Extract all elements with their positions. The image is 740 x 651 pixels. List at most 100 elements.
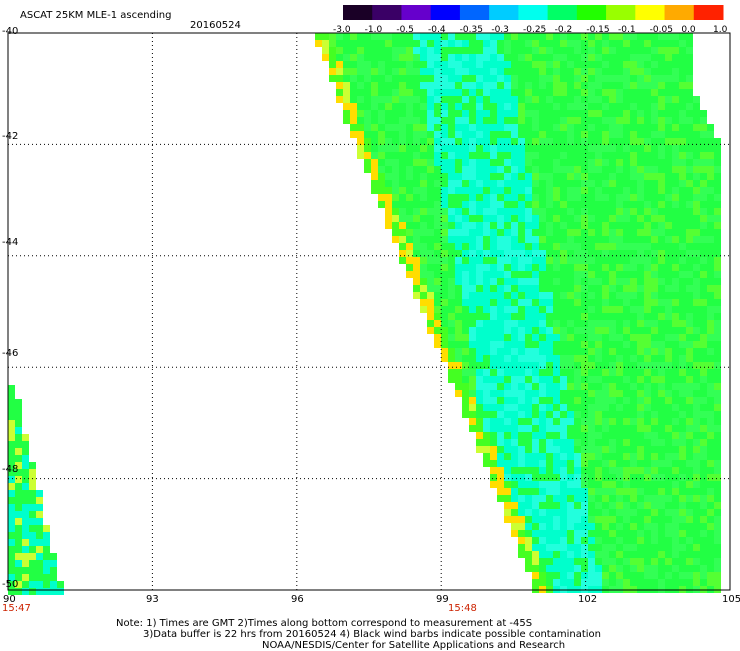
swath-cell bbox=[504, 362, 511, 369]
swath-cell bbox=[476, 334, 483, 341]
swath-cell bbox=[672, 425, 679, 432]
swath-cell bbox=[455, 96, 462, 103]
swath-cell bbox=[22, 441, 29, 448]
swath-cell bbox=[511, 355, 518, 362]
swath-cell bbox=[651, 33, 658, 40]
swath-cell bbox=[595, 481, 602, 488]
swath-cell bbox=[497, 446, 504, 453]
swath-cell bbox=[525, 565, 532, 572]
swath-cell bbox=[50, 567, 57, 574]
swath-cell bbox=[518, 124, 525, 131]
swath-cell bbox=[700, 145, 707, 152]
swath-cell bbox=[553, 376, 560, 383]
swath-cell bbox=[672, 278, 679, 285]
swath-cell bbox=[679, 89, 686, 96]
swath-cell bbox=[525, 558, 532, 565]
swath-cell bbox=[483, 152, 490, 159]
swath-cell bbox=[630, 103, 637, 110]
swath-cell bbox=[560, 327, 567, 334]
swath-cell bbox=[483, 75, 490, 82]
swath-cell bbox=[679, 201, 686, 208]
swath-cell bbox=[700, 124, 707, 131]
swath-cell bbox=[511, 523, 518, 530]
swath-cell bbox=[455, 47, 462, 54]
swath-cell bbox=[385, 159, 392, 166]
swath-cell bbox=[693, 579, 700, 586]
swath-cell bbox=[560, 82, 567, 89]
swath-cell bbox=[567, 124, 574, 131]
swath-cell bbox=[616, 313, 623, 320]
swath-cell bbox=[518, 103, 525, 110]
swath-cell bbox=[714, 334, 721, 341]
swath-cell bbox=[602, 495, 609, 502]
swath-cell bbox=[22, 539, 29, 546]
swath-cell bbox=[497, 103, 504, 110]
swath-cell bbox=[679, 117, 686, 124]
swath-cell bbox=[637, 537, 644, 544]
swath-cell bbox=[560, 103, 567, 110]
swath-cell bbox=[427, 278, 434, 285]
swath-cell bbox=[679, 418, 686, 425]
swath-cell bbox=[539, 523, 546, 530]
swath-cell bbox=[714, 572, 721, 579]
swath-cell bbox=[637, 446, 644, 453]
swath-cell bbox=[546, 61, 553, 68]
swath-cell bbox=[672, 173, 679, 180]
swath-cell bbox=[483, 439, 490, 446]
swath-cell bbox=[420, 264, 427, 271]
swath-cell bbox=[22, 476, 29, 483]
swath-cell bbox=[602, 208, 609, 215]
swath-cell bbox=[588, 502, 595, 509]
swath-cell bbox=[399, 61, 406, 68]
swath-cell bbox=[665, 397, 672, 404]
swath-cell bbox=[448, 222, 455, 229]
swath-cell bbox=[588, 194, 595, 201]
swath-cell bbox=[455, 348, 462, 355]
swath-cell bbox=[434, 250, 441, 257]
swath-cell bbox=[378, 61, 385, 68]
swath-cell bbox=[630, 236, 637, 243]
swath-cell bbox=[602, 537, 609, 544]
swath-cell bbox=[539, 565, 546, 572]
swath-cell bbox=[518, 404, 525, 411]
swath-cell bbox=[693, 558, 700, 565]
swath-cell bbox=[679, 390, 686, 397]
swath-cell bbox=[679, 376, 686, 383]
swath-cell bbox=[658, 75, 665, 82]
swath-cell bbox=[364, 138, 371, 145]
swath-cell bbox=[651, 166, 658, 173]
swath-cell bbox=[15, 525, 22, 532]
swath-cell bbox=[693, 166, 700, 173]
swath-cell bbox=[455, 292, 462, 299]
swath-cell bbox=[448, 194, 455, 201]
swath-cell bbox=[469, 222, 476, 229]
y-tick-label: -42 bbox=[2, 131, 19, 142]
swath-cell bbox=[434, 201, 441, 208]
swath-cell bbox=[553, 425, 560, 432]
swath-cell bbox=[462, 159, 469, 166]
swath-cell bbox=[581, 523, 588, 530]
swath-cell bbox=[546, 551, 553, 558]
swath-cell bbox=[693, 285, 700, 292]
swath-cell bbox=[357, 47, 364, 54]
swath-cell bbox=[455, 103, 462, 110]
swath-cell bbox=[406, 166, 413, 173]
swath-cell bbox=[602, 502, 609, 509]
swath-cell bbox=[322, 47, 329, 54]
swath-cell bbox=[658, 460, 665, 467]
swath-cell bbox=[595, 229, 602, 236]
swath-cell bbox=[686, 33, 693, 40]
swath-cell bbox=[602, 467, 609, 474]
swath-cell bbox=[497, 425, 504, 432]
swath-cell bbox=[518, 145, 525, 152]
swath-cell bbox=[560, 306, 567, 313]
swath-cell bbox=[700, 334, 707, 341]
swath-cell bbox=[455, 54, 462, 61]
swath-cell bbox=[714, 320, 721, 327]
swath-cell bbox=[602, 488, 609, 495]
swath-cell bbox=[588, 54, 595, 61]
swath-cell bbox=[476, 446, 483, 453]
swath-cell bbox=[616, 138, 623, 145]
swath-cell bbox=[511, 376, 518, 383]
